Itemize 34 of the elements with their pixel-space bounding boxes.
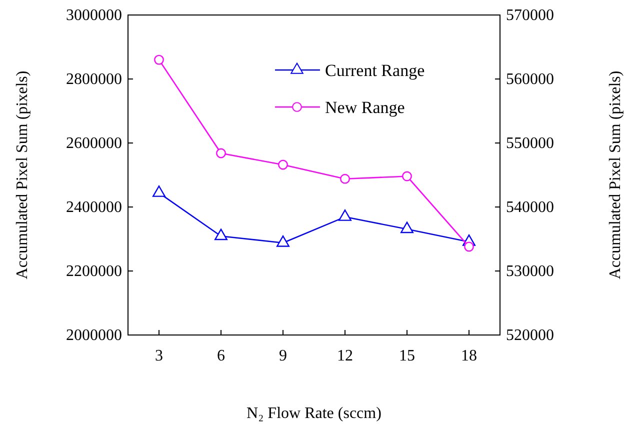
y-tick-label: 3000000	[66, 7, 122, 24]
point	[464, 242, 474, 252]
y2-tick-label: 520000	[506, 327, 554, 344]
y2-tick-label: 570000	[506, 7, 554, 24]
y2-tick-label: 540000	[506, 199, 554, 216]
x-tick-label: 3	[155, 347, 163, 364]
y2-tick-label: 560000	[506, 71, 554, 88]
point	[214, 228, 228, 240]
point	[216, 148, 226, 158]
point	[400, 222, 414, 234]
x-tick-label: 6	[217, 347, 225, 364]
y-axis-title: Accumulated Pixel Sum (pixels)	[14, 70, 31, 280]
x-tick-label: 9	[279, 347, 287, 364]
point	[402, 171, 412, 182]
point	[154, 54, 164, 65]
y2-tick-label: 530000	[506, 263, 554, 280]
y2-axis-title: Accumulated Pixel Sum (pixels)	[607, 70, 624, 280]
y2-tick-label: 550000	[506, 135, 554, 152]
legend-label: New Range	[325, 98, 405, 117]
x-tick-label: 15	[399, 347, 415, 364]
point	[276, 235, 290, 247]
y-tick-label: 2200000	[66, 263, 122, 280]
point	[338, 210, 352, 221]
x-axis-title: N₂ Flow Rate (sccm)	[246, 405, 382, 422]
x-tick-label: 18	[461, 347, 477, 364]
x-tick-label: 12	[337, 347, 353, 364]
point	[152, 186, 166, 197]
y-tick-label: 2600000	[66, 135, 122, 152]
y-tick-label: 2800000	[66, 71, 122, 88]
point	[340, 174, 350, 184]
legend-label: Current Range	[325, 61, 425, 80]
y-tick-label: 2000000	[66, 327, 122, 344]
point	[278, 160, 288, 170]
y-tick-label: 2400000	[66, 199, 122, 216]
